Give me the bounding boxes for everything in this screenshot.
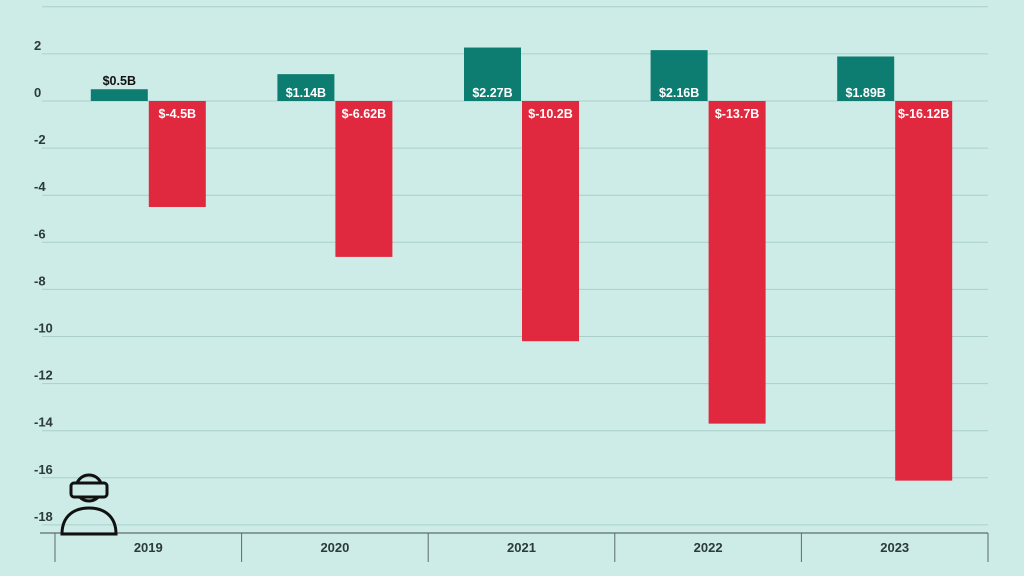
- data-label: $2.16B: [659, 86, 699, 100]
- y-tick-label: -6: [34, 226, 46, 241]
- y-tick-label: 0: [34, 85, 41, 100]
- negative-bar: [895, 101, 953, 481]
- data-label: $-13.7B: [715, 107, 759, 121]
- x-axis: 2019 2020 2021 2022 2023: [40, 532, 989, 562]
- positive-bar: [464, 47, 521, 101]
- y-tick-label: -16: [34, 462, 53, 477]
- negative-bar: [335, 101, 393, 257]
- positive-bar: [837, 56, 895, 101]
- vr-headset-person-icon: [58, 470, 120, 540]
- data-label: $1.14B: [286, 86, 326, 100]
- negative-bar: [148, 101, 206, 207]
- y-tick-label: -8: [34, 273, 46, 288]
- y-axis-ticks: 2 0 -2 -4 -6 -8 -10 -12 -14 -16 -18: [34, 38, 54, 524]
- y-tick-label: -10: [34, 321, 53, 336]
- y-tick-label: -14: [34, 415, 54, 430]
- data-label: $-16.12B: [898, 107, 949, 121]
- x-tick-label: 2021: [507, 540, 536, 555]
- positive-bar: [650, 50, 708, 101]
- bars: [90, 47, 953, 481]
- y-tick-label: -2: [34, 132, 46, 147]
- data-labels: $0.5B $1.14B $2.27B $2.16B $1.89B $-4.5B $-6.6…: [103, 74, 950, 121]
- data-label: $1.89B: [846, 86, 886, 100]
- positive-bar: [277, 74, 335, 101]
- y-tick-label: 2: [34, 38, 41, 53]
- data-label: $-4.5B: [159, 107, 197, 121]
- y-tick-label: -4: [34, 179, 46, 194]
- negative-bar: [522, 101, 579, 342]
- y-tick-label: -18: [34, 509, 53, 524]
- negative-bar: [708, 101, 766, 424]
- data-label: $-6.62B: [342, 107, 386, 121]
- data-label: $-10.2B: [528, 107, 572, 121]
- y-tick-label: -12: [34, 368, 53, 383]
- positive-bar: [90, 89, 148, 101]
- x-tick-label: 2022: [694, 540, 723, 555]
- x-tick-label: 2023: [880, 540, 909, 555]
- x-tick-label: 2020: [320, 540, 349, 555]
- x-tick-label: 2019: [134, 540, 163, 555]
- data-label: $0.5B: [103, 74, 136, 88]
- data-label: $2.27B: [472, 86, 512, 100]
